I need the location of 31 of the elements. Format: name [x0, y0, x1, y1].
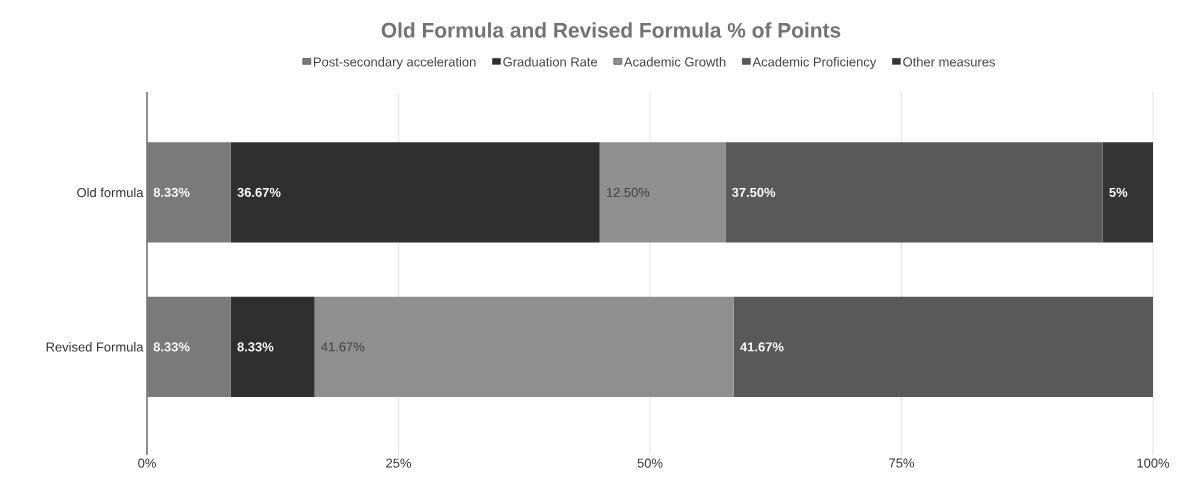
bar — [147, 296, 231, 398]
y-tick-label: Old formula — [77, 187, 144, 198]
x-tick-label: 75% — [889, 458, 915, 468]
data-label: 5% — [1109, 187, 1128, 197]
chart-title: Old Formula and Revised Formula % of Points — [381, 22, 841, 38]
x-tick-label: 25% — [386, 458, 412, 468]
data-label: 41.67% — [740, 342, 784, 352]
bar — [1102, 142, 1154, 243]
bar — [599, 142, 726, 243]
bar — [230, 296, 315, 398]
data-label: 8.33% — [153, 342, 190, 352]
x-tick-label: 100% — [1137, 458, 1170, 468]
legend-label: Graduation Rate — [503, 56, 598, 67]
y-tick-label: Revised Formula — [46, 342, 144, 352]
bar — [230, 142, 600, 243]
x-tick-label: 0% — [138, 458, 156, 468]
bar — [733, 296, 1154, 398]
data-label: 8.33% — [237, 342, 274, 352]
legend-label: Academic Proficiency — [752, 56, 877, 70]
bar — [147, 142, 231, 243]
x-tick-label: 50% — [637, 458, 663, 468]
data-label: 36.67% — [237, 187, 281, 197]
legend-label: Academic Growth — [624, 56, 726, 67]
bar — [314, 296, 734, 398]
legend-label: Other measures — [903, 56, 995, 67]
data-label: 8.33% — [153, 187, 190, 197]
legend-label: Post-secondary acceleration — [313, 56, 476, 70]
data-label: 37.50% — [731, 187, 776, 197]
data-label: 41.67% — [321, 342, 365, 352]
bar — [725, 142, 1103, 243]
data-label: 12.50% — [606, 187, 650, 197]
